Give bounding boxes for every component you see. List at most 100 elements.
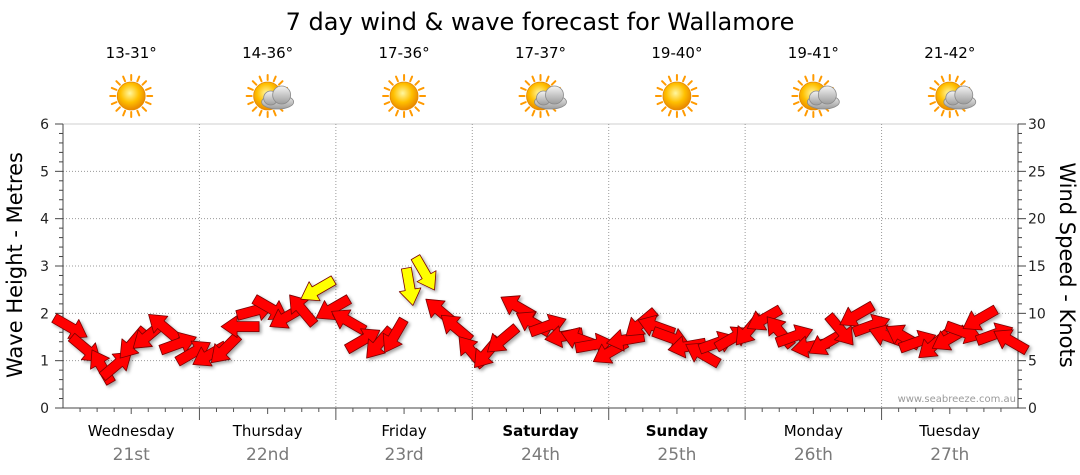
right-tick-label: 20 [1028, 212, 1046, 228]
sun-ray [277, 80, 284, 86]
sunny-icon [382, 74, 427, 118]
sun-ray [823, 80, 830, 86]
sun-ray [690, 101, 698, 106]
left-tick-label: 4 [40, 212, 49, 228]
right-tick-label: 5 [1028, 354, 1037, 370]
cloud-shape [261, 85, 295, 110]
sun-ray [136, 109, 141, 117]
sun-ray [687, 80, 693, 86]
sun-ray [656, 101, 664, 106]
sun-ray [661, 80, 667, 86]
wind-arrow [487, 323, 521, 353]
sun-ray [933, 80, 940, 86]
wind-arrow [382, 316, 409, 353]
sun-ray [520, 101, 527, 106]
sun-ray [524, 80, 531, 86]
wind-arrow [51, 313, 88, 339]
cloud-puff [545, 85, 564, 105]
day-label: Sunday [646, 422, 709, 440]
sun-ray [940, 75, 945, 83]
sun-ray [520, 86, 527, 91]
sun-ray [395, 109, 399, 117]
wind-arrow [300, 275, 337, 302]
sun-ray [144, 86, 152, 91]
temperature-label: 14-36° [242, 44, 293, 62]
cloud-puff [954, 85, 974, 105]
wind-arrow [824, 312, 854, 346]
temperature-label: 17-37° [515, 44, 566, 62]
wind-arrow [98, 351, 132, 381]
sun-ray [792, 86, 800, 91]
sun-ray [417, 86, 425, 91]
day-date: 22nd [246, 445, 289, 465]
sun-ray [414, 106, 420, 112]
temperature-label: 19-41° [788, 44, 839, 62]
sun-ray [383, 101, 391, 106]
sun-ray [682, 109, 686, 117]
sun-ray [272, 75, 277, 83]
sun-ray [797, 106, 804, 112]
sun-ray [388, 80, 394, 86]
sun-ray [247, 86, 254, 91]
sun-ray [682, 75, 686, 83]
temperature-label: 17-36° [379, 44, 430, 62]
wind-arrow [962, 304, 999, 331]
sun-ray [258, 75, 263, 83]
sun-ray [110, 86, 118, 91]
sun-ray [141, 106, 148, 112]
sun-ray [409, 109, 414, 117]
sun-ray [531, 109, 536, 117]
sun-rays [109, 74, 154, 118]
sun-ray [531, 75, 536, 83]
right-tick-label: 25 [1028, 164, 1046, 180]
day-label: Wednesday [88, 422, 175, 440]
right-tick-label: 15 [1028, 259, 1046, 275]
sun-ray [258, 109, 263, 117]
sun-disc [662, 81, 692, 111]
day-label: Friday [381, 422, 427, 440]
day-date: 24th [521, 445, 560, 465]
wind-arrow [993, 329, 1030, 356]
temperature-label: 13-31° [106, 44, 157, 62]
wind-arrow [398, 266, 422, 306]
day-date: 21st [113, 445, 150, 465]
left-tick-label: 2 [40, 306, 49, 322]
day-label: Saturday [502, 422, 579, 440]
sun-ray [940, 109, 945, 117]
sun-ray [115, 106, 121, 112]
sun-ray [667, 109, 672, 117]
sun-ray [929, 101, 937, 106]
right-tick-label: 10 [1028, 306, 1046, 322]
day-date: 26th [794, 445, 833, 465]
sun-ray [818, 109, 823, 117]
sun-ray [524, 106, 531, 112]
left-tick-label: 6 [40, 117, 49, 133]
day-label: Thursday [232, 422, 303, 440]
sun-ray [141, 80, 148, 86]
sun-ray [804, 75, 809, 83]
temperature-label: 21-42° [924, 44, 975, 62]
wind-arrow [210, 331, 243, 364]
partly-cloudy-icon [791, 74, 840, 118]
sun-ray [247, 101, 254, 106]
day-label: Tuesday [918, 422, 980, 440]
left-tick-label: 5 [40, 164, 49, 180]
left-tick-label: 3 [40, 259, 49, 275]
sunny-icon [654, 74, 699, 118]
sunny-icon [109, 74, 154, 118]
day-date: 23rd [385, 445, 424, 465]
sun-ray [687, 106, 693, 112]
sun-ray [804, 109, 809, 117]
sun-ray [272, 109, 277, 117]
chart-title: 7 day wind & wave forecast for Wallamore [286, 8, 795, 36]
cloud-shape [806, 85, 840, 110]
sun-disc [389, 81, 419, 111]
sun-ray [818, 75, 823, 83]
sun-ray [251, 80, 258, 86]
right-axis-label: Wind Speed - Knots [1055, 162, 1079, 367]
sun-ray [954, 109, 959, 117]
wind-arrow [410, 254, 437, 291]
sun-ray [933, 106, 940, 112]
cloud-shape [943, 85, 977, 110]
